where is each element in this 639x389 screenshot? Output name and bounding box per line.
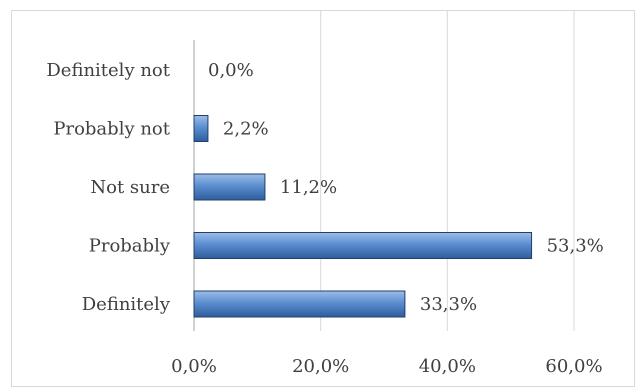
category-label: Probably [89,236,171,257]
bar [193,115,209,142]
x-tick-label: 40,0% [419,356,476,377]
label-layer: 0,0% 20,0% 40,0% 60,0% Definitely not 0,0% Pro… [46,60,603,377]
chart-frame [11,10,635,387]
data-label: 53,3% [547,236,604,257]
category-label: Definitely [82,294,171,315]
grid-layer [193,10,575,331]
data-label: 0,0% [208,60,254,81]
category-label: Not sure [90,177,170,198]
bar [193,173,266,201]
category-label: Definitely not [46,60,170,81]
bar [193,290,406,318]
bar [193,232,533,259]
data-label: 2,2% [223,119,269,140]
data-label: 11,2% [280,177,337,198]
x-tick-label: 0,0% [171,356,217,377]
x-tick-label: 20,0% [292,356,349,377]
category-label: Probably not [53,119,170,140]
bar-layer [193,115,533,318]
x-tick-label: 60,0% [545,356,602,377]
data-label: 33,3% [420,294,477,315]
